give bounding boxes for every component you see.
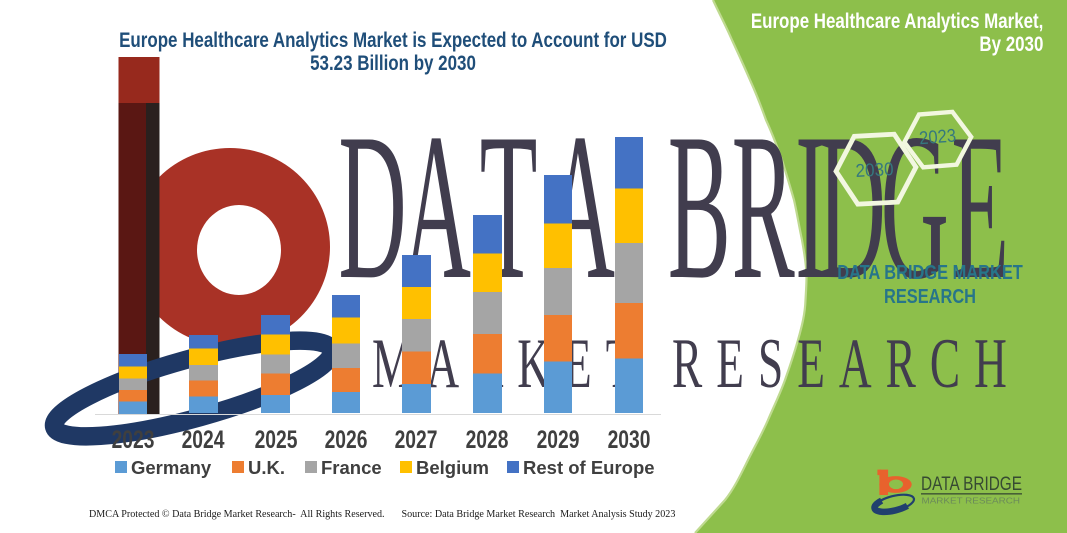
svg-text:MARKET RESEARCH: MARKET RESEARCH: [922, 497, 1021, 506]
svg-text:2023: 2023: [918, 124, 957, 148]
svg-text:DATABRIDGE: DATABRIDGE: [338, 91, 1009, 323]
svg-text:2030: 2030: [855, 158, 894, 181]
svg-text:DATA BRIDGE: DATA BRIDGE: [921, 474, 1022, 495]
